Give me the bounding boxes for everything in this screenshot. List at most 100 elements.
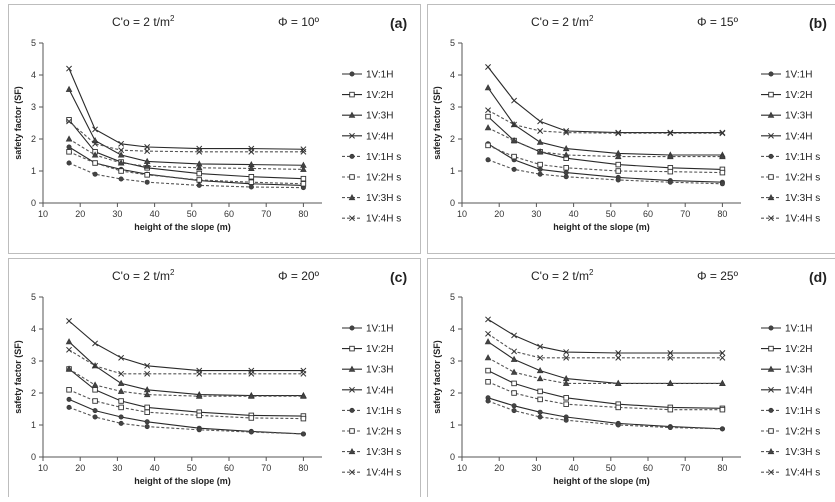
legend-label: 1V:3H: [366, 365, 393, 376]
x-tick-label: 60: [224, 209, 234, 219]
legend-swatch-marker: [769, 346, 774, 351]
y-tick-label: 0: [450, 198, 455, 208]
legend-label: 1V:3H s: [785, 193, 820, 204]
y-axis-label: safety factor (SF): [13, 86, 23, 160]
legend-label: 1V:4H s: [366, 468, 401, 479]
data-point: [67, 161, 71, 165]
data-point: [249, 174, 254, 179]
x-tick-label: 20: [494, 209, 504, 219]
data-point: [67, 145, 71, 149]
data-point: [93, 408, 97, 412]
x-tick-label: 80: [717, 463, 727, 473]
data-point: [119, 421, 123, 425]
y-tick-label: 0: [450, 452, 455, 462]
data-point: [668, 407, 673, 412]
x-tick-label: 20: [494, 463, 504, 473]
x-tick-label: 10: [38, 209, 48, 219]
legend-label: 1V:1H s: [366, 406, 401, 417]
x-axis-label: height of the slope (m): [134, 222, 231, 232]
legend-label: 1V:2H s: [785, 173, 820, 184]
data-point: [67, 397, 71, 401]
data-point: [93, 415, 97, 419]
y-tick-label: 4: [31, 324, 36, 334]
data-point: [538, 172, 542, 176]
legend-label: 1V:3H: [785, 365, 812, 376]
y-tick-label: 4: [450, 324, 455, 334]
x-tick-label: 50: [187, 209, 197, 219]
x-tick-label: 30: [531, 463, 541, 473]
y-tick-label: 5: [31, 292, 36, 302]
data-point: [512, 408, 516, 412]
legend-label: 1V:3H s: [785, 447, 820, 458]
legend-label: 1V:3H: [785, 111, 812, 122]
legend-label: 1V:4H s: [785, 468, 820, 479]
panel-title-cohesion-text: C'o = 2 t/m: [531, 15, 589, 29]
data-point: [119, 405, 124, 410]
legend-swatch-marker: [350, 175, 355, 180]
legend-swatch-marker: [350, 154, 354, 158]
x-tick-label: 20: [75, 463, 85, 473]
panel-title-cohesion-superscript: 2: [170, 14, 175, 23]
x-tick-label: 40: [150, 463, 160, 473]
panel-title-cohesion-text: C'o = 2 t/m: [531, 269, 589, 283]
legend-label: 1V:4H: [785, 131, 812, 142]
data-point: [67, 405, 71, 409]
data-point: [93, 161, 98, 166]
legend-label: 1V:3H: [366, 111, 393, 122]
legend-swatch-marker: [350, 92, 355, 97]
panel-title-cohesion: C'o = 2 t/m2: [531, 14, 594, 29]
y-tick-label: 2: [450, 134, 455, 144]
x-tick-label: 80: [717, 209, 727, 219]
x-tick-label: 40: [569, 463, 579, 473]
data-point: [486, 114, 491, 119]
legend-label: 1V:1H: [785, 324, 812, 335]
data-point: [486, 158, 490, 162]
legend-label: 1V:4H s: [785, 214, 820, 225]
y-tick-label: 3: [450, 102, 455, 112]
y-tick-label: 0: [31, 198, 36, 208]
x-tick-label: 40: [150, 209, 160, 219]
data-point: [564, 396, 569, 401]
y-tick-label: 1: [450, 420, 455, 430]
data-point: [197, 171, 202, 176]
legend-swatch-marker: [769, 154, 773, 158]
legend-label: 1V:1H s: [366, 152, 401, 163]
data-point: [486, 368, 491, 373]
x-axis-label: height of the slope (m): [553, 222, 650, 232]
x-tick-label: 50: [187, 463, 197, 473]
data-point: [249, 416, 254, 421]
legend-label: 1V:4H: [366, 131, 393, 142]
panel-title-friction-angle: Φ = 15º: [697, 15, 739, 29]
y-tick-label: 3: [31, 356, 36, 366]
data-point: [616, 169, 621, 174]
legend-label: 1V:3H s: [366, 193, 401, 204]
legend-label: 1V:1H: [366, 324, 393, 335]
data-point: [119, 169, 124, 174]
data-point: [616, 405, 621, 410]
panel-title-cohesion-superscript: 2: [589, 14, 594, 23]
y-tick-label: 5: [450, 38, 455, 48]
panel-title-cohesion-superscript: 2: [170, 268, 175, 277]
data-point: [538, 410, 542, 414]
x-tick-label: 20: [75, 209, 85, 219]
data-point: [720, 427, 724, 431]
panel-title-cohesion-text: C'o = 2 t/m: [112, 269, 170, 283]
legend-label: 1V:1H s: [785, 152, 820, 163]
panel-frame: [9, 5, 421, 254]
legend-label: 1V:2H s: [785, 427, 820, 438]
data-point: [538, 397, 543, 402]
data-point: [145, 405, 150, 410]
y-axis-label: safety factor (SF): [432, 340, 442, 414]
data-point: [668, 180, 672, 184]
x-tick-label: 50: [606, 209, 616, 219]
data-point: [512, 154, 517, 159]
data-point: [93, 172, 97, 176]
data-point: [564, 170, 568, 174]
panel-title-cohesion-superscript: 2: [589, 268, 594, 277]
data-point: [197, 428, 201, 432]
data-point: [616, 423, 620, 427]
y-tick-label: 0: [31, 452, 36, 462]
y-tick-label: 1: [31, 166, 36, 176]
